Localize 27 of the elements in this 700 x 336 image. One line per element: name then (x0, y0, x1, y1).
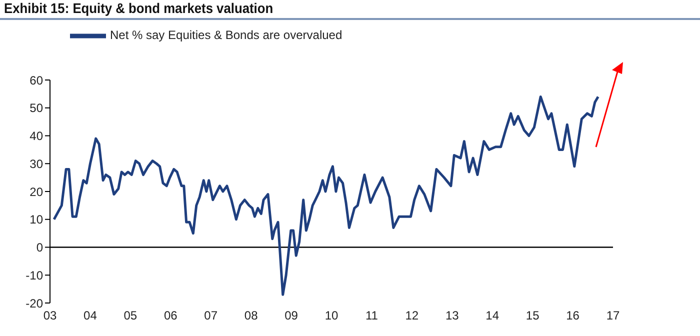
y-tick-label: 30 (30, 156, 44, 171)
x-tick-label: 09 (284, 308, 298, 323)
y-tick-label: 40 (30, 129, 44, 144)
y-tick-label: -20 (26, 296, 44, 310)
chart-title: Exhibit 15: Equity & bond markets valuation (4, 0, 274, 16)
x-tick-label: 13 (445, 308, 460, 323)
x-tick-label: 07 (204, 308, 218, 323)
x-tick-label: 06 (164, 308, 178, 323)
line-series (52, 95, 600, 296)
x-tick-label: 12 (405, 308, 419, 323)
y-tick-label: 10 (30, 212, 44, 227)
y-tick-label: -10 (26, 268, 44, 282)
x-tick-label: 11 (365, 308, 378, 323)
x-tick-label: 10 (324, 308, 338, 323)
x-tick-label: 15 (526, 308, 540, 323)
y-tick-label: 0 (36, 240, 44, 255)
x-tick-label: 14 (486, 308, 500, 323)
x-tick-label: 03 (43, 308, 57, 323)
x-tick-label: 05 (124, 308, 138, 323)
x-tick-label: 04 (84, 308, 98, 323)
legend-label: Net % say Equities & Bonds are overvalued (110, 28, 342, 42)
y-tick-label: 60 (30, 73, 44, 88)
y-tick-label: 20 (30, 184, 44, 199)
y-tick-label: 50 (30, 101, 44, 116)
x-tick-label: 08 (244, 308, 258, 323)
x-tick-label: 17 (606, 308, 620, 323)
x-tick-label: 16 (566, 308, 580, 323)
